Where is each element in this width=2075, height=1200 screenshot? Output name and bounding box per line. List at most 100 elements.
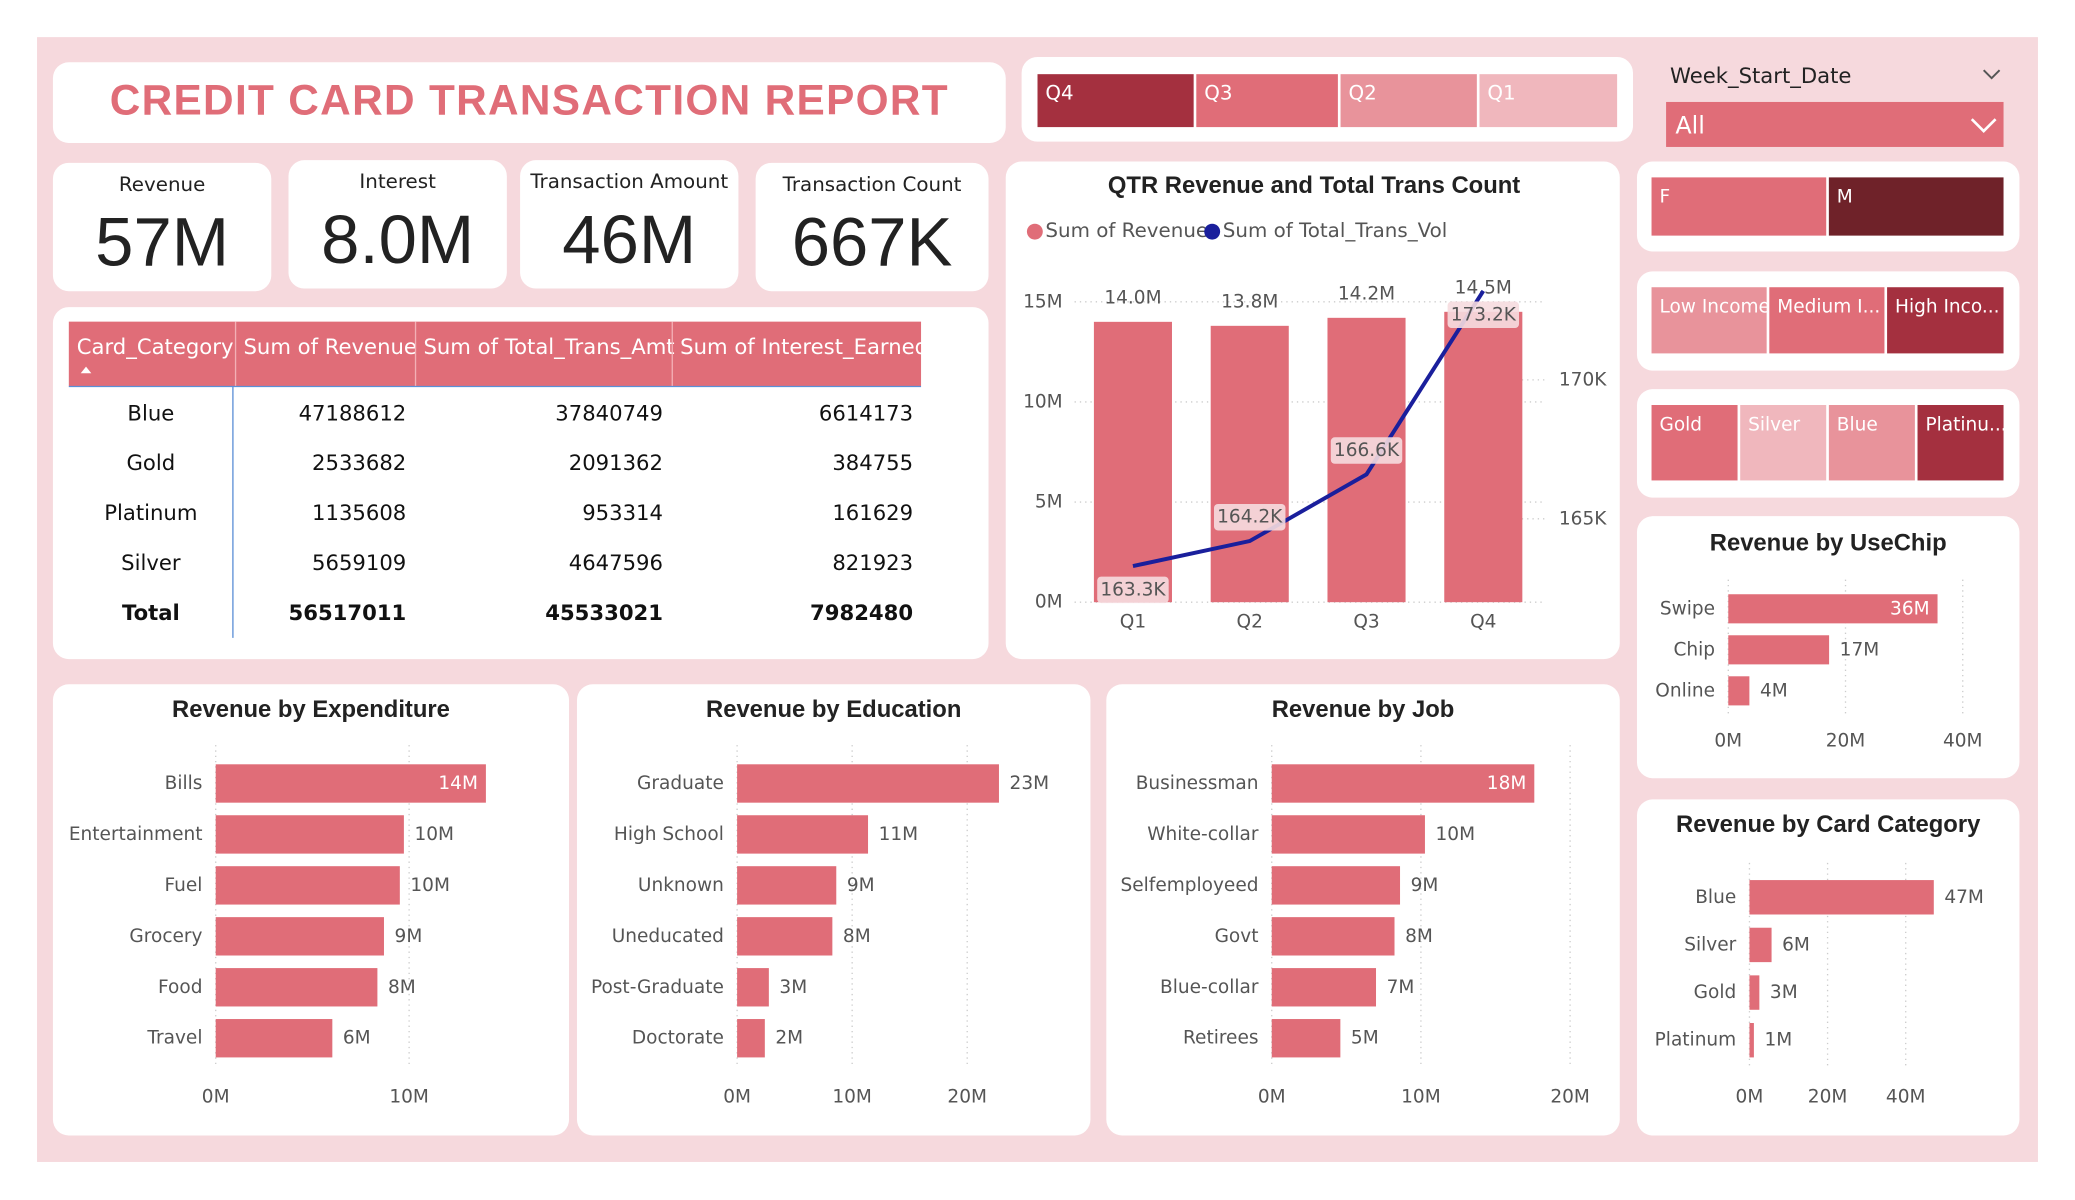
table-header <box>68 321 922 387</box>
chart-title: Revenue by Education <box>706 696 961 723</box>
data-label: 9M <box>1411 875 1439 896</box>
table-header-cell[interactable]: Sum of Interest_Earned <box>680 334 928 359</box>
table-header-cell[interactable]: Sum of Total_Trans_Amt <box>423 334 674 359</box>
table-header-cell[interactable]: Card_Category <box>77 334 234 359</box>
slicer-button[interactable] <box>1740 405 1827 481</box>
data-label: 4M <box>1760 680 1788 701</box>
kpi-value: 8.0M <box>321 201 474 278</box>
quarter-button[interactable] <box>1479 74 1618 128</box>
data-label: 14.0M <box>1104 288 1161 309</box>
x-tick-label: 0M <box>1736 1087 1764 1108</box>
x-tick-label: 0M <box>202 1087 230 1108</box>
row-label: Silver <box>121 550 181 575</box>
x-tick-label: 20M <box>947 1087 987 1108</box>
row-label: Platinum <box>104 500 197 525</box>
data-label: 18M <box>1487 773 1527 794</box>
table-cell: 56517011 <box>289 600 407 625</box>
bar <box>1728 676 1750 706</box>
slicer-button[interactable] <box>1828 405 1915 481</box>
quarter-button[interactable] <box>1340 74 1477 128</box>
category-label: Silver <box>1684 934 1736 955</box>
slicer-button[interactable] <box>1769 287 1885 354</box>
kpi-card <box>520 160 739 289</box>
quarter-label: Q2 <box>1348 82 1376 105</box>
chart-title: Revenue by Job <box>1272 696 1455 723</box>
slicer-label: M <box>1837 187 1853 208</box>
kpi-label: Revenue <box>119 173 205 196</box>
data-label: 173.2K <box>1451 304 1517 325</box>
quarter-button[interactable] <box>1196 74 1338 128</box>
data-label: 6M <box>343 1028 371 1049</box>
slicer-button[interactable] <box>1917 405 2004 481</box>
data-label: 23M <box>1010 773 1050 794</box>
bar <box>737 917 833 956</box>
legend-label: Sum of Revenue <box>1045 219 1208 242</box>
slicer-button[interactable] <box>1651 287 1767 354</box>
slicer-label: F <box>1659 187 1670 208</box>
category-label: Unknown <box>638 875 724 896</box>
quarter-label: Q3 <box>1204 82 1232 105</box>
category-label: Online <box>1655 680 1715 701</box>
category-label: Post-Graduate <box>591 977 724 998</box>
chart-card <box>1106 684 1620 1136</box>
slicer-button[interactable] <box>1887 287 2004 354</box>
legend-label: Sum of Total_Trans_Vol <box>1223 219 1448 242</box>
category-label: Entertainment <box>69 824 203 845</box>
row-label: Gold <box>127 450 176 475</box>
x-tick-label: 40M <box>1943 731 1983 752</box>
data-label-bg <box>1330 437 1403 464</box>
bar <box>737 866 837 905</box>
slicer-label: Silver <box>1748 414 1800 435</box>
y-tick-label: 5M <box>1035 492 1063 513</box>
row-label: Total <box>122 600 180 625</box>
table-cell: 2091362 <box>569 450 663 475</box>
x-tick-label: Q3 <box>1353 612 1379 633</box>
bar <box>1093 321 1172 603</box>
data-label: 47M <box>1944 887 1984 908</box>
data-label: 7M <box>1387 977 1415 998</box>
y-tick-label: 10M <box>1023 391 1063 412</box>
chart-title: QTR Revenue and Total Trans Count <box>1108 172 1520 199</box>
category-label: Selfemployeed <box>1121 875 1259 896</box>
table-cell: 1135608 <box>312 500 406 525</box>
bar <box>215 917 384 956</box>
slicer-button[interactable] <box>1828 177 2004 236</box>
data-label: 163.3K <box>1100 579 1166 600</box>
x-tick-label: 0M <box>723 1087 751 1108</box>
table-header-cell[interactable]: Sum of Revenue <box>243 334 416 359</box>
y2-tick-label: 170K <box>1559 369 1607 390</box>
x-tick-label: Q2 <box>1237 612 1263 633</box>
bar <box>1728 594 1938 624</box>
slicer-button[interactable] <box>1651 177 1827 236</box>
table-card <box>52 307 989 660</box>
category-label: Uneducated <box>612 926 724 947</box>
x-tick-label: 10M <box>1401 1087 1441 1108</box>
table-cell: 161629 <box>832 500 913 525</box>
bar <box>737 815 869 854</box>
category-label: Retirees <box>1183 1028 1258 1049</box>
table-cell: 821923 <box>832 550 913 575</box>
x-tick-label: 20M <box>1826 731 1866 752</box>
quarter-button[interactable] <box>1037 74 1194 128</box>
line <box>1132 289 1485 569</box>
chart-card <box>576 684 1091 1136</box>
kpi-label: Transaction Amount <box>529 170 728 193</box>
slicer-button[interactable] <box>1651 405 1738 481</box>
category-label: Travel <box>146 1028 202 1049</box>
quarter-label: Q4 <box>1045 82 1073 105</box>
category-label: Businessman <box>1136 773 1259 794</box>
bar <box>1271 866 1401 905</box>
category-label: High School <box>614 824 724 845</box>
table-cell: 37840749 <box>555 400 663 425</box>
category-label: Platinum <box>1655 1030 1737 1051</box>
x-tick-label: 10M <box>389 1087 429 1108</box>
data-label: 14.2M <box>1338 284 1395 305</box>
table-cell: 384755 <box>832 450 913 475</box>
slicer-label: Gold <box>1659 414 1702 435</box>
bar <box>737 968 769 1007</box>
slicer-label: Platinu... <box>1925 414 2006 435</box>
date-dropdown[interactable] <box>1666 101 2004 147</box>
bar <box>215 764 486 803</box>
